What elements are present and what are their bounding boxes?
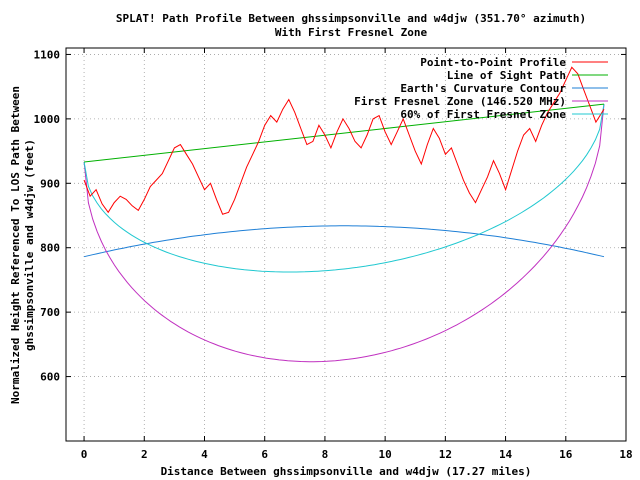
curvature-line	[83, 225, 605, 258]
legend-label: Line of Sight Path	[447, 69, 566, 82]
x-tick-label: 18	[619, 448, 632, 461]
legend-label: Point-to-Point Profile	[420, 56, 566, 69]
y-tick-label: 900	[40, 177, 60, 190]
legend-label: Earth's Curvature Contour	[400, 82, 566, 95]
x-tick-label: 12	[439, 448, 452, 461]
x-tick-label: 10	[379, 448, 392, 461]
x-tick-label: 6	[261, 448, 268, 461]
fresnel60-line	[83, 104, 605, 273]
x-axis-label: Distance Between ghssimpsonville and w4d…	[161, 465, 532, 478]
x-tick-label: 0	[81, 448, 88, 461]
legend-label: First Fresnel Zone (146.520 MHz)	[354, 95, 566, 108]
y-tick-label: 1000	[34, 113, 61, 126]
profile-line	[83, 66, 605, 215]
chart-subtitle: With First Fresnel Zone	[275, 26, 428, 39]
x-tick-label: 8	[322, 448, 329, 461]
fresnel-line	[83, 104, 605, 363]
plot-frame	[65, 47, 627, 442]
y-axis-label-line1: Normalized Height Referenced To LOS Path…	[9, 86, 22, 404]
legend-label: 60% of First Fresnel Zone	[400, 108, 566, 121]
series-layer	[83, 66, 605, 363]
x-tick-label: 14	[499, 448, 513, 461]
los-line	[84, 103, 605, 163]
tick-labels: 0 2 4 6 8 10 12 14 16 18 600 700 800 900 1000 1100	[34, 48, 633, 461]
x-tick-label: 2	[141, 448, 148, 461]
y-axis-label-line2: ghssimpsonville and w4djw (feet)	[23, 139, 36, 351]
y-tick-label: 800	[40, 242, 60, 255]
y-tick-label: 700	[40, 306, 60, 319]
y-tick-label: 600	[40, 371, 60, 384]
chart-title: SPLAT! Path Profile Between ghssimpsonvi…	[116, 12, 586, 25]
x-tick-label: 16	[559, 448, 573, 461]
x-tick-label: 4	[201, 448, 208, 461]
y-tick-label: 1100	[34, 48, 61, 61]
